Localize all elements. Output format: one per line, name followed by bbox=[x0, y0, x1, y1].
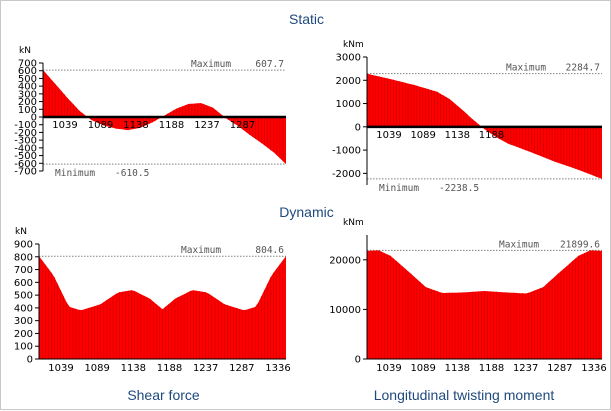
x-tick-label: 1138 bbox=[121, 363, 146, 374]
y-tick-label: 100 bbox=[14, 342, 33, 353]
y-tick-label: 400 bbox=[18, 82, 37, 93]
y-tick-label: 200 bbox=[18, 97, 37, 108]
y-tick-label: 600 bbox=[18, 66, 37, 77]
minimum-value: -610.5 bbox=[115, 168, 149, 179]
y-tick-label: 20000 bbox=[329, 255, 361, 266]
y-unit-label: kN bbox=[19, 46, 31, 56]
y-tick-label: 10000 bbox=[329, 305, 361, 316]
y-tick-label: 700 bbox=[18, 59, 37, 70]
y-tick-label: -200 bbox=[14, 128, 37, 139]
x-tick-label: 1138 bbox=[123, 120, 148, 131]
x-tick-label: 1287 bbox=[229, 363, 254, 374]
y-tick-label: 100 bbox=[18, 105, 37, 116]
maximum-label: Maximum bbox=[506, 63, 546, 74]
y-tick-label: 200 bbox=[14, 329, 33, 340]
x-tick-label: 1089 bbox=[88, 120, 113, 131]
dynamic-heading: Dynamic bbox=[279, 204, 334, 220]
x-tick-label: 1039 bbox=[376, 130, 401, 141]
x-tick-label: 1237 bbox=[194, 120, 219, 131]
y-tick-label: -1000 bbox=[332, 146, 361, 157]
y-unit-label: kNm bbox=[343, 218, 364, 228]
y-tick-label: 400 bbox=[14, 303, 33, 314]
y-tick-label: -700 bbox=[14, 167, 37, 178]
y-tick-label: 600 bbox=[14, 278, 33, 289]
x-tick-label: 1336 bbox=[265, 363, 290, 374]
x-tick-label: 1039 bbox=[48, 363, 73, 374]
x-tick-label: 1237 bbox=[193, 363, 218, 374]
x-tick-label: 1089 bbox=[410, 130, 435, 141]
x-tick-label: 1188 bbox=[479, 363, 504, 374]
minimum-label: Minimum bbox=[379, 183, 419, 194]
maximum-value: 607.7 bbox=[255, 59, 284, 70]
y-tick-label: 0 bbox=[355, 122, 361, 133]
x-tick-label: 1089 bbox=[410, 363, 435, 374]
twisting-moment-caption: Longitudinal twisting moment bbox=[373, 387, 555, 403]
x-tick-label: 1138 bbox=[445, 130, 470, 141]
y-tick-label: -300 bbox=[14, 136, 37, 147]
x-tick-label: 1138 bbox=[445, 363, 470, 374]
y-tick-label: 300 bbox=[14, 316, 33, 327]
y-unit-label: kNm bbox=[343, 40, 364, 50]
y-tick-label: 0 bbox=[31, 113, 37, 124]
x-tick-label: 1188 bbox=[157, 363, 182, 374]
y-tick-label: 0 bbox=[355, 355, 361, 366]
y-tick-label: -500 bbox=[14, 151, 37, 162]
minimum-value: -2238.5 bbox=[439, 183, 479, 194]
minimum-label: Minimum bbox=[55, 168, 95, 179]
y-tick-label: -600 bbox=[14, 159, 37, 170]
maximum-value: 21899.6 bbox=[560, 239, 600, 250]
x-tick-label: 1089 bbox=[84, 363, 109, 374]
y-unit-label: kN bbox=[15, 227, 27, 237]
maximum-value: 804.6 bbox=[255, 245, 284, 256]
x-tick-label: 1287 bbox=[230, 120, 255, 131]
y-tick-label: 3000 bbox=[336, 53, 361, 64]
maximum-label: Maximum bbox=[499, 239, 539, 250]
y-tick-label: 800 bbox=[14, 252, 33, 263]
y-tick-label: 700 bbox=[14, 265, 33, 276]
y-tick-label: 1000 bbox=[336, 99, 361, 110]
y-tick-label: 0 bbox=[27, 355, 33, 366]
x-tick-label: 1039 bbox=[52, 120, 77, 131]
y-tick-label: -400 bbox=[14, 143, 37, 154]
y-tick-label: 900 bbox=[14, 240, 33, 251]
x-tick-label: 1287 bbox=[547, 363, 572, 374]
y-tick-label: 500 bbox=[14, 291, 33, 302]
maximum-label: Maximum bbox=[191, 59, 231, 70]
y-tick-label: 500 bbox=[18, 74, 37, 85]
y-tick-label: -2000 bbox=[332, 169, 361, 180]
x-tick-label: 1188 bbox=[479, 130, 504, 141]
static-heading: Static bbox=[288, 11, 324, 27]
shear-force-caption: Shear force bbox=[127, 387, 200, 403]
y-tick-label: 2000 bbox=[336, 76, 361, 87]
x-tick-label: 1039 bbox=[376, 363, 401, 374]
x-tick-label: 1188 bbox=[159, 120, 184, 131]
y-tick-label: 300 bbox=[18, 89, 37, 100]
maximum-value: 2284.7 bbox=[566, 63, 600, 74]
y-tick-label: -100 bbox=[14, 120, 37, 131]
x-tick-label: 1237 bbox=[513, 363, 538, 374]
maximum-label: Maximum bbox=[181, 245, 221, 256]
x-tick-label: 1336 bbox=[581, 363, 606, 374]
